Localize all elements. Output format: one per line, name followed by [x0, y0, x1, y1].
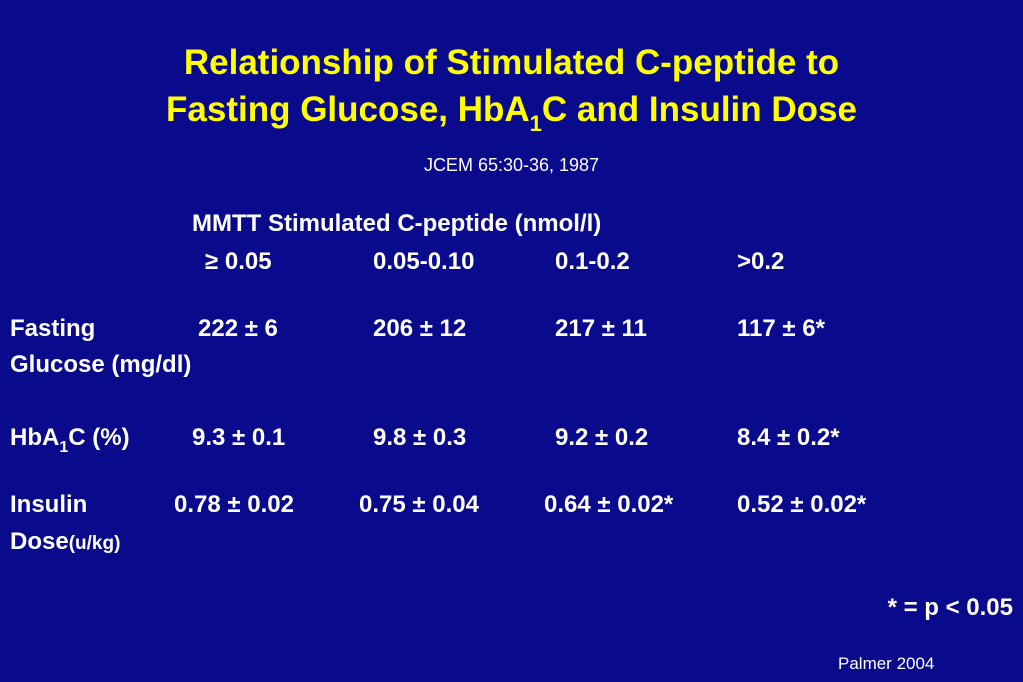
cell-hba1c-2: 9.8 ± 0.3 [373, 424, 467, 451]
row-label-dose: Dose(u/kg) [10, 528, 120, 558]
column-header-1: ≥ 0.05 [205, 248, 272, 275]
title-subscript: 1 [529, 111, 542, 136]
column-header-2: 0.05-0.10 [373, 248, 475, 275]
cell-glucose-1: 222 ± 6 [198, 315, 278, 342]
cell-insulin-1: 0.78 ± 0.02 [174, 491, 294, 518]
dose-unit: (u/kg) [68, 533, 121, 554]
cell-insulin-3: 0.64 ± 0.02* [544, 491, 674, 518]
hba1c-label-subscript: 1 [59, 439, 69, 456]
cell-hba1c-4: 8.4 ± 0.2* [737, 424, 840, 451]
row-label-glucose: Glucose (mg/dl) [10, 351, 192, 378]
cell-insulin-2: 0.75 ± 0.04 [359, 491, 479, 518]
row-label-insulin: Insulin [10, 491, 88, 518]
cell-hba1c-3: 9.2 ± 0.2 [555, 424, 649, 451]
slide-title-line-1: Relationship of Stimulated C-peptide to [183, 43, 840, 82]
title-line-2-part-1: Fasting Glucose, HbA [166, 90, 530, 129]
column-header-4: >0.2 [737, 248, 785, 275]
cell-glucose-4: 117 ± 6* [737, 315, 825, 342]
slide-title-line-2: Fasting Glucose, HbA1C and Insulin Dose [0, 87, 1023, 137]
cell-glucose-3: 217 ± 11 [555, 315, 647, 342]
row-label-hba1c: HbA1C (%) [10, 424, 130, 456]
hba1c-label-part-2: C (%) [68, 424, 130, 451]
table-header: MMTT Stimulated C-peptide (nmol/l) [192, 210, 602, 237]
source-credit: Palmer 2004 [838, 654, 935, 673]
citation: JCEM 65:30-36, 1987 [423, 155, 600, 175]
cell-hba1c-1: 9.3 ± 0.1 [192, 424, 286, 451]
dose-label: Dose [10, 528, 69, 555]
column-header-3: 0.1-0.2 [555, 248, 630, 275]
cell-insulin-4: 0.52 ± 0.02* [737, 491, 867, 518]
cell-glucose-2: 206 ± 12 [373, 315, 467, 342]
hba1c-label-part-1: HbA [10, 424, 60, 451]
row-label-fasting: Fasting [10, 315, 96, 342]
significance-footnote: * = p < 0.05 [887, 594, 1013, 621]
title-line-2-part-2: C and Insulin Dose [541, 90, 857, 129]
